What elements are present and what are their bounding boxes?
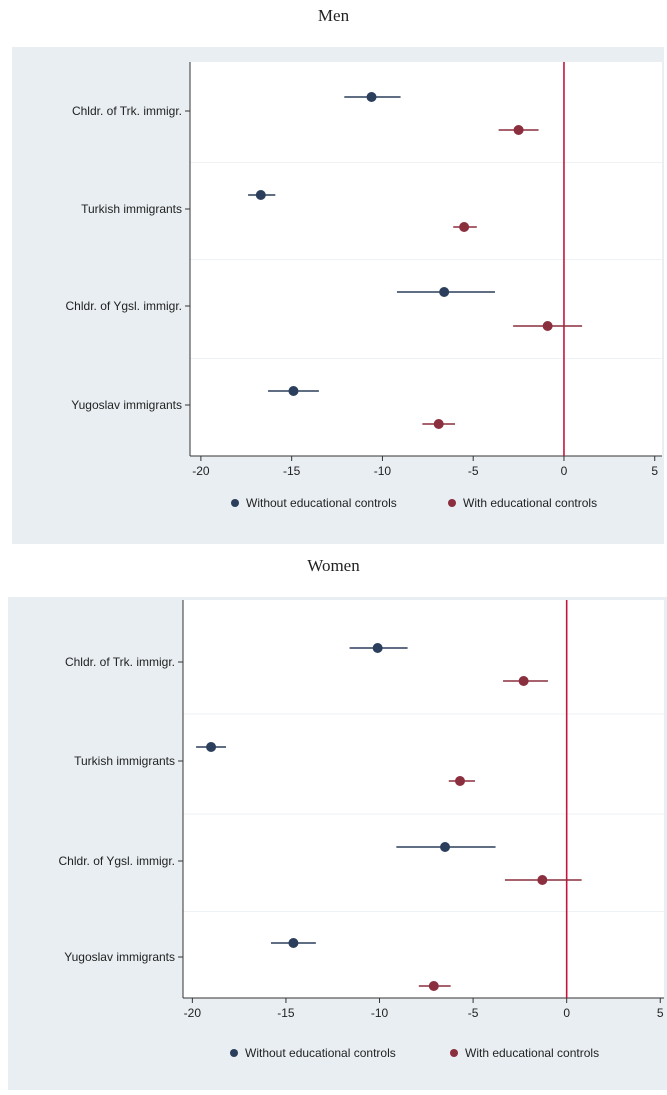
estimate-point-without — [288, 938, 299, 948]
estimate-point-without — [206, 742, 217, 752]
estimate-point-with — [513, 125, 524, 135]
estimate-point-with — [518, 676, 529, 686]
x-tick-label: 5 — [651, 464, 658, 478]
category-label: Turkish immigrants — [74, 754, 175, 768]
coefficient-chart-women: -20 -15 -10 -5 0 5 Chldr. of Trk. immigr. Turki… — [8, 597, 667, 1090]
category-label: Turkish immigrants — [81, 202, 182, 216]
legend-label-without: Without educational controls — [246, 496, 397, 510]
category-label: Chldr. of Trk. immigr. — [65, 655, 175, 669]
category-label: Yugoslav immigrants — [71, 398, 182, 412]
legend-label-with: With educational controls — [463, 496, 597, 510]
category-label: Chldr. of Ygsl. immigr. — [59, 854, 175, 868]
panel-title-women: Women — [307, 556, 360, 575]
x-tick-label: -10 — [374, 464, 392, 478]
estimate-point-without — [288, 386, 299, 396]
x-tick-label: 5 — [657, 1006, 664, 1020]
panel-title-men: Men — [317, 6, 350, 25]
estimate-point-with — [428, 981, 439, 991]
estimate-point-without — [366, 92, 377, 102]
estimate-point-with — [537, 875, 548, 885]
x-tick-label: 0 — [561, 464, 568, 478]
estimate-point-with — [459, 222, 470, 232]
x-tick-label: 0 — [563, 1006, 570, 1020]
x-tick-label: -20 — [192, 464, 210, 478]
coefficient-chart-men: -20 -15 -10 -5 0 5 Chldr. of Trk. immigr. Turki… — [12, 47, 664, 544]
estimate-point-with — [433, 419, 444, 429]
estimate-point-with — [454, 776, 465, 786]
category-label: Yugoslav immigrants — [64, 950, 175, 964]
x-tick-label: -5 — [468, 1006, 479, 1020]
estimate-point-without — [439, 287, 450, 297]
legend-marker-with — [448, 499, 456, 507]
x-tick-label: -10 — [371, 1006, 389, 1020]
legend-marker-without — [231, 499, 239, 507]
category-label: Chldr. of Trk. immigr. — [72, 104, 182, 118]
legend-label-with: With educational controls — [465, 1046, 599, 1060]
x-tick-label: -15 — [283, 464, 301, 478]
legend-marker-with — [450, 1049, 458, 1057]
x-tick-label: -15 — [277, 1006, 295, 1020]
category-label: Chldr. of Ygsl. immigr. — [66, 299, 182, 313]
legend-marker-without — [230, 1049, 238, 1057]
estimate-point-without — [255, 190, 266, 200]
plot-area — [183, 600, 664, 998]
legend-label-without: Without educational controls — [245, 1046, 396, 1060]
x-tick-label: -20 — [184, 1006, 202, 1020]
x-tick-label: -5 — [468, 464, 479, 478]
estimate-point-without — [372, 643, 383, 653]
estimate-point-with — [542, 321, 553, 331]
estimate-point-without — [440, 842, 451, 852]
